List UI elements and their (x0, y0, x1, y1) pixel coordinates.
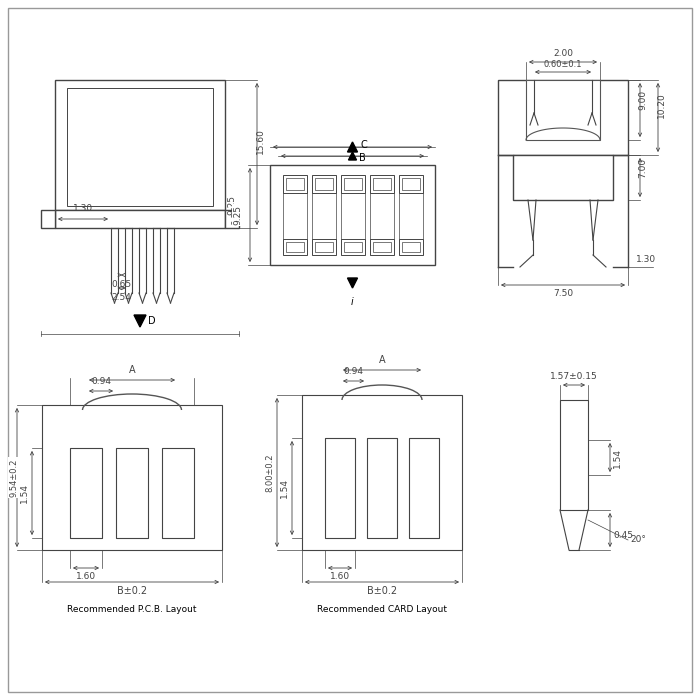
Bar (325, 438, 355, 538)
Text: B: B (360, 153, 366, 163)
Bar (67, 88, 213, 206)
Polygon shape (134, 315, 146, 327)
Bar (55, 210, 225, 228)
Bar (372, 178, 391, 190)
Bar (513, 155, 613, 200)
Text: 1.30: 1.30 (73, 204, 93, 213)
Bar (314, 242, 332, 252)
Text: 9.25: 9.25 (231, 205, 240, 225)
Text: 2.54: 2.54 (111, 293, 132, 302)
Bar (116, 448, 148, 538)
Bar (70, 448, 102, 538)
Bar (283, 239, 307, 255)
Text: 9.00: 9.00 (638, 90, 648, 110)
Text: Recommended P.C.B. Layout: Recommended P.C.B. Layout (67, 605, 197, 614)
Text: 1.60: 1.60 (330, 572, 350, 581)
Text: 20°: 20° (630, 536, 646, 545)
Bar (367, 438, 397, 538)
Bar (367, 438, 397, 538)
Bar (498, 80, 628, 155)
Bar (398, 239, 423, 255)
Bar (370, 175, 393, 193)
Text: 0.94: 0.94 (344, 367, 363, 376)
Bar (409, 438, 439, 538)
Text: A: A (379, 355, 385, 365)
Bar (344, 178, 361, 190)
Text: 1.57±0.15: 1.57±0.15 (550, 372, 598, 381)
Bar (314, 178, 332, 190)
Text: 9.25: 9.25 (234, 205, 242, 225)
Polygon shape (347, 142, 358, 152)
Bar (270, 165, 435, 265)
Text: 1.54: 1.54 (613, 447, 622, 468)
Text: 2.00: 2.00 (553, 49, 573, 58)
Text: 7.00: 7.00 (638, 158, 648, 178)
Text: 1.60: 1.60 (76, 572, 96, 581)
Polygon shape (347, 278, 358, 288)
Text: D: D (148, 316, 155, 326)
Text: C: C (360, 140, 368, 150)
Bar (513, 155, 613, 200)
Bar (398, 175, 423, 193)
Text: B±0.2: B±0.2 (367, 586, 397, 596)
Text: 1.54: 1.54 (20, 483, 29, 503)
Text: 10.20: 10.20 (657, 92, 666, 118)
Text: B±0.2: B±0.2 (117, 586, 147, 596)
Bar (498, 80, 628, 155)
Text: 8.00±0.2: 8.00±0.2 (265, 454, 274, 491)
Bar (526, 80, 600, 140)
Bar (409, 438, 439, 538)
Text: 9.54±0.2: 9.54±0.2 (10, 458, 18, 497)
Bar (312, 239, 335, 255)
Text: 15.60: 15.60 (256, 128, 265, 154)
Bar (70, 448, 102, 538)
Bar (340, 239, 365, 255)
Bar (162, 448, 194, 538)
Text: 0.45: 0.45 (613, 531, 633, 540)
Bar (340, 175, 365, 193)
Text: A: A (129, 365, 135, 375)
Text: 1.54: 1.54 (280, 478, 289, 498)
Bar (402, 242, 419, 252)
Text: Recommended CARD Layout: Recommended CARD Layout (317, 605, 447, 614)
Text: 9.54±0.2: 9.54±0.2 (0, 458, 2, 497)
Text: 7.50: 7.50 (553, 289, 573, 298)
Polygon shape (349, 152, 356, 160)
Bar (283, 175, 307, 193)
Bar (286, 242, 304, 252)
Bar (370, 239, 393, 255)
Bar (116, 448, 148, 538)
Bar (312, 175, 335, 193)
Text: 1.30: 1.30 (636, 256, 656, 265)
Text: 9.25: 9.25 (228, 195, 237, 215)
Bar (55, 80, 225, 210)
Bar (402, 178, 419, 190)
Bar (286, 178, 304, 190)
Bar (344, 242, 361, 252)
Bar (372, 242, 391, 252)
Bar (560, 400, 588, 510)
Text: 0.94: 0.94 (91, 377, 111, 386)
Text: 0.65: 0.65 (111, 280, 132, 289)
Bar (325, 438, 355, 538)
Text: i: i (351, 297, 354, 307)
Bar (41, 210, 55, 228)
Bar (302, 395, 462, 550)
Bar (42, 405, 222, 550)
Bar (526, 80, 600, 140)
Text: 0.60±0.1: 0.60±0.1 (544, 60, 582, 69)
Bar (225, 210, 239, 228)
Bar (162, 448, 194, 538)
